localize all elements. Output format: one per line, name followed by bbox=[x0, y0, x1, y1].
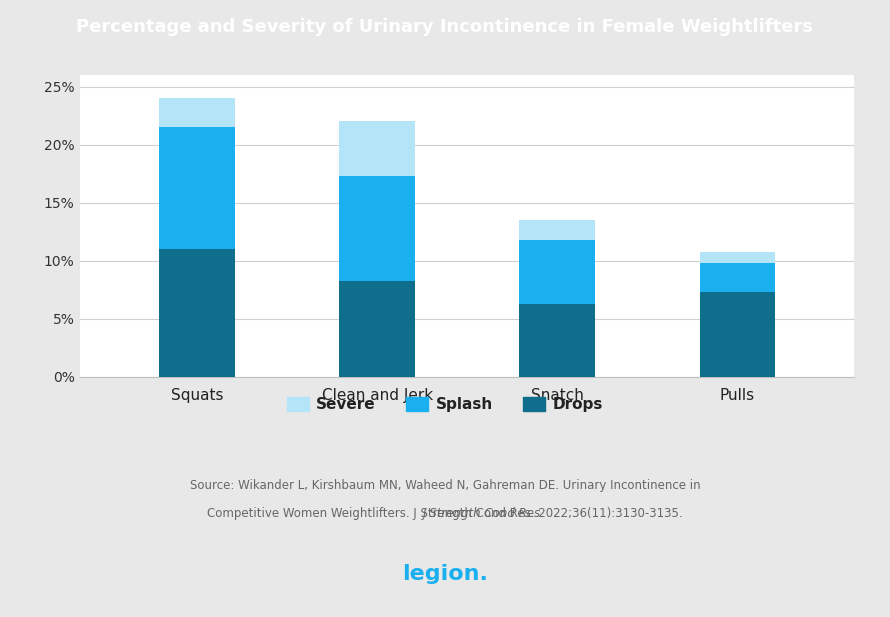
Bar bbox=[700, 263, 775, 292]
Bar bbox=[339, 281, 415, 377]
Text: Source: Wikander L, Kirshbaum MN, Waheed N, Gahreman DE. Urinary Incontinence in: Source: Wikander L, Kirshbaum MN, Waheed… bbox=[190, 479, 700, 492]
Text: J Strength Cond Res.: J Strength Cond Res. bbox=[424, 507, 546, 520]
Legend: Severe, Splash, Drops: Severe, Splash, Drops bbox=[281, 391, 609, 418]
Bar bbox=[520, 220, 595, 240]
Bar bbox=[159, 127, 235, 249]
Bar bbox=[159, 98, 235, 127]
Text: Percentage and Severity of Urinary Incontinence in Female Weightlifters: Percentage and Severity of Urinary Incon… bbox=[77, 19, 813, 36]
Bar bbox=[159, 249, 235, 377]
Bar bbox=[700, 292, 775, 377]
Bar bbox=[520, 240, 595, 304]
Bar bbox=[520, 304, 595, 377]
Text: legion.: legion. bbox=[402, 565, 488, 584]
Bar bbox=[339, 122, 415, 176]
Text: Competitive Women Weightlifters. J Strength Cond Res. 2022;36(11):3130-3135.: Competitive Women Weightlifters. J Stren… bbox=[207, 507, 683, 520]
Bar bbox=[700, 252, 775, 263]
Bar bbox=[339, 176, 415, 281]
